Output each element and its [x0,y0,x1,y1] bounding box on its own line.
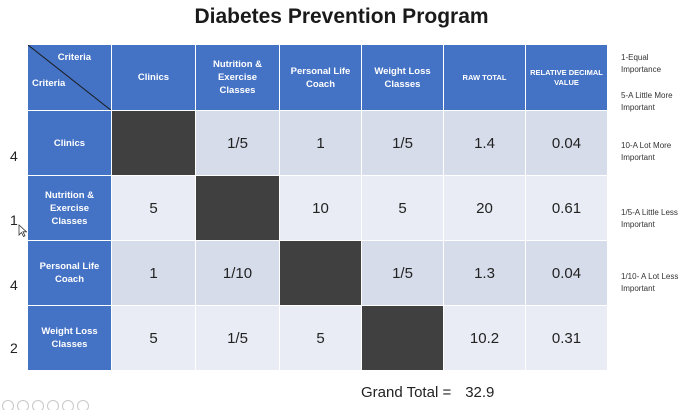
table-row: Personal Life Coach 1 1/10 1/5 1.3 0.04 [27,240,608,306]
table-cell: 5 [279,305,362,371]
header-row: Criteria Criteria Clinics Nutrition & Ex… [27,44,608,111]
col-header-clinics: Clinics [111,44,196,111]
diagonal-cell [279,240,362,306]
diagonal-cell [361,305,444,371]
control-button[interactable] [17,400,29,410]
raw-total-cell: 1.3 [443,240,526,306]
table-cell: 1/5 [361,240,444,306]
relative-value-cell: 0.31 [525,305,608,371]
raw-total-cell: 1.4 [443,110,526,176]
corner-label-bottom: Criteria [32,78,66,89]
legend-item: 1-Equal Importance [621,53,662,74]
raw-total-cell: 20 [443,175,526,241]
row-weight: 2 [10,340,18,356]
relative-value-cell: 0.61 [525,175,608,241]
col-header-raw-total: RAW TOTAL [443,44,526,111]
diagonal-cell [195,175,280,241]
col-header-weight-loss: Weight Loss Classes [361,44,444,111]
corner-cell: Criteria Criteria [27,44,112,111]
grand-total-value: 32.9 [465,384,495,401]
table-row: Nutrition & Exercise Classes 5 10 5 20 0… [27,175,608,241]
col-header-nutrition: Nutrition & Exercise Classes [195,44,280,111]
table-cell: 1/5 [361,110,444,176]
table-cell: 5 [111,175,196,241]
raw-total-cell: 10.2 [443,305,526,371]
table-cell: 1/5 [195,110,280,176]
row-header-weight-loss: Weight Loss Classes [27,305,112,371]
control-button[interactable] [47,400,59,410]
row-weight: 1 [10,212,18,228]
row-header-life-coach: Personal Life Coach [27,240,112,306]
row-weight: 4 [10,148,18,164]
col-header-life-coach: Personal Life Coach [279,44,362,111]
table-cell: 1 [111,240,196,306]
legend-item: 1/5-A Little Less Important [621,208,678,229]
legend-item: 10-A Lot More Important [621,141,672,162]
mouse-cursor-icon [18,224,27,237]
corner-label-top: Criteria [57,52,91,63]
legend-item: 1/10- A Lot Less Important [621,272,679,293]
control-button[interactable] [77,400,89,410]
table-row: Clinics 1/5 1 1/5 1.4 0.04 [27,110,608,176]
relative-value-cell: 0.04 [525,110,608,176]
control-button[interactable] [62,400,74,410]
comparison-matrix: Criteria Criteria Clinics Nutrition & Ex… [27,44,608,371]
row-header-nutrition: Nutrition & Exercise Classes [27,175,112,241]
control-button[interactable] [32,400,44,410]
col-header-relative-value: RELATIVE DECIMAL VALUE [525,44,608,111]
table-row: Weight Loss Classes 5 1/5 5 10.2 0.31 [27,305,608,371]
table-cell: 5 [361,175,444,241]
control-button[interactable] [2,400,14,410]
table-cell: 10 [279,175,362,241]
page-title: Diabetes Prevention Program [194,5,489,28]
relative-value-cell: 0.04 [525,240,608,306]
table-cell: 1/10 [195,240,280,306]
row-header-clinics: Clinics [27,110,112,176]
table-cell: 1/5 [195,305,280,371]
legend-item: 5-A Little More Important [621,91,673,112]
grand-total-label: Grand Total = [361,384,452,401]
table-cell: 1 [279,110,362,176]
diagonal-cell [111,110,196,176]
table-cell: 5 [111,305,196,371]
row-weight: 4 [10,277,18,293]
player-controls [2,400,89,410]
grand-total: Grand Total = 32.9 [361,384,494,401]
corner-diagonal-line [28,45,111,110]
